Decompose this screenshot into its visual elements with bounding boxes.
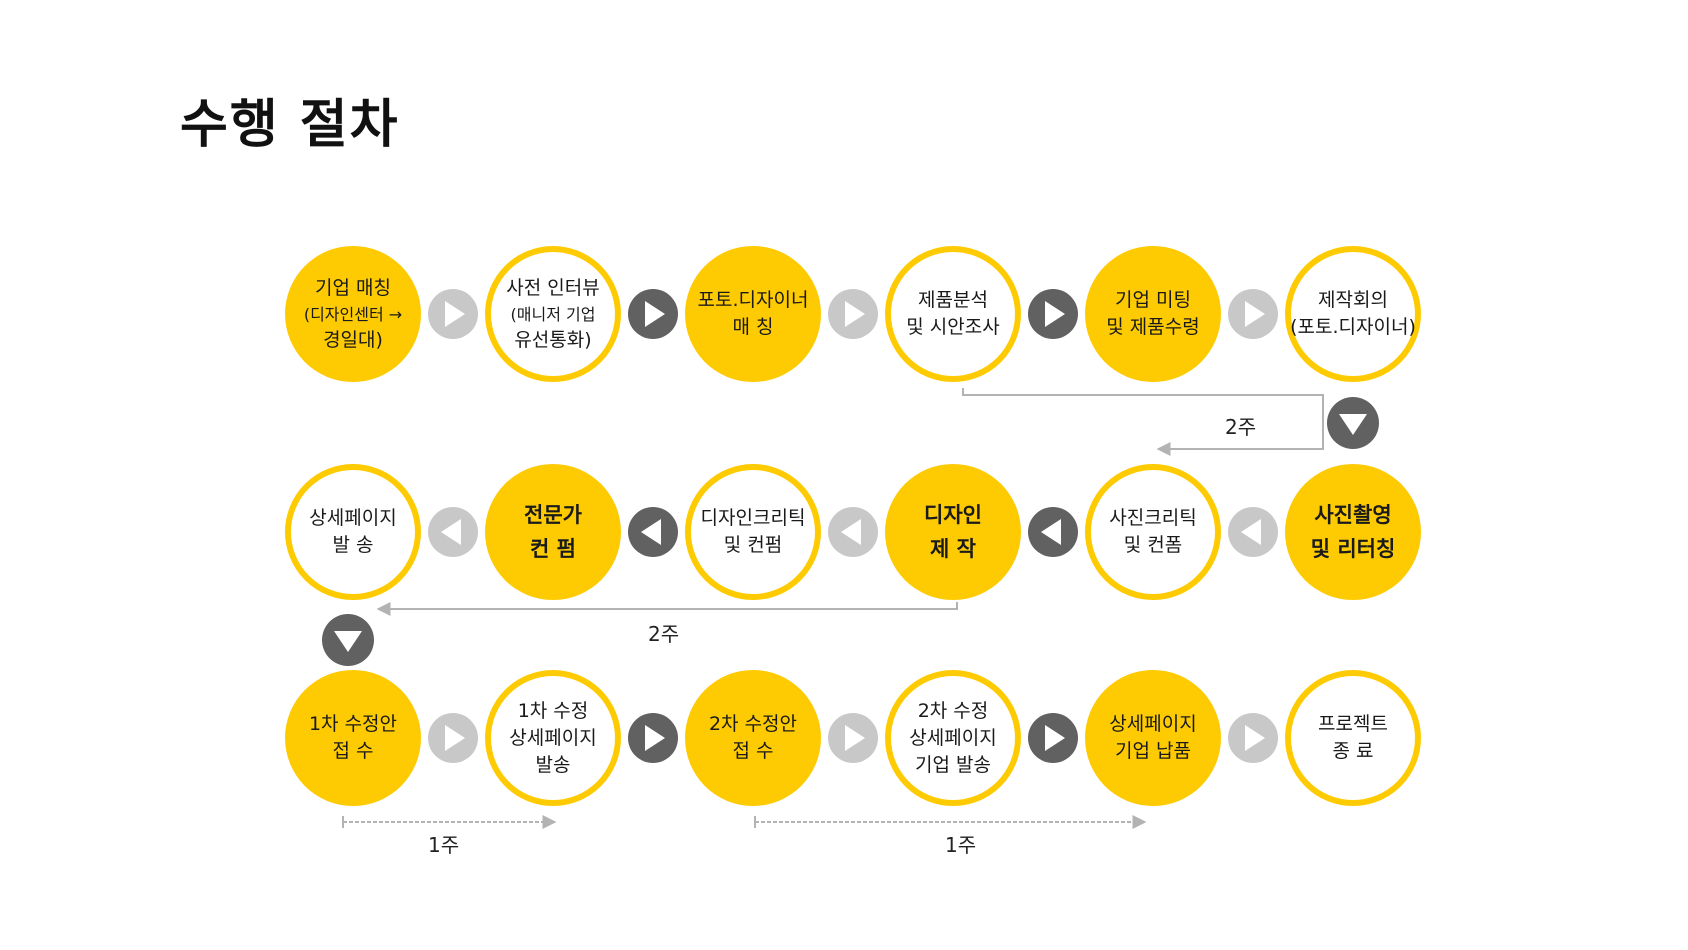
process-step-label: 포토.디자이너 <box>697 289 809 311</box>
process-step-label: 컨 펌 <box>530 537 576 561</box>
duration-label: 1주 <box>945 833 977 857</box>
process-step-label: 매 칭 <box>732 316 774 338</box>
process-step-label: 디자인 <box>924 503 982 527</box>
process-step-label: 사전 인터뷰 <box>506 276 600 299</box>
down-arrow-icon <box>1327 397 1379 449</box>
process-step-label: 상세페이지 <box>309 507 397 529</box>
process-step-label: 2차 수정 <box>917 699 989 722</box>
play-arrow-icon <box>828 713 878 763</box>
play-arrow-icon <box>828 289 878 339</box>
reverse-arrow-icon <box>1028 507 1078 557</box>
play-arrow-icon <box>428 713 478 763</box>
process-step-label: 사진크리틱 <box>1109 507 1197 529</box>
play-arrow-icon <box>628 289 678 339</box>
process-step-label: 발 송 <box>332 534 374 556</box>
play-arrow-icon <box>628 713 678 763</box>
process-step-label: 기업 발송 <box>915 753 991 776</box>
process-step-label: 상세페이지 <box>909 726 997 749</box>
down-arrow-icon <box>322 614 374 666</box>
duration-line-2weeks-middle <box>376 602 958 616</box>
process-step-label: 2차 수정안 <box>708 713 798 735</box>
reverse-arrow-icon <box>1228 507 1278 557</box>
duration-label: 2주 <box>1225 415 1257 439</box>
process-step-label: 접 수 <box>732 740 774 762</box>
process-step-label: (디자인센터 → <box>303 304 403 324</box>
reverse-arrow-icon <box>428 507 478 557</box>
process-step-label: 제품분석 <box>918 289 988 311</box>
play-arrow-icon <box>1028 289 1078 339</box>
process-step-label: 기업 납품 <box>1115 740 1191 762</box>
process-step-label: 및 컨폼 <box>1123 534 1183 556</box>
process-step-label: 경일대) <box>323 328 383 351</box>
process-step-label: 종 료 <box>1332 740 1374 762</box>
process-step-label: (매니저 기업 <box>510 304 596 324</box>
process-step-label: 상세페이지 <box>509 726 597 749</box>
process-step-label: 상세페이지 <box>1109 713 1197 735</box>
process-step: 제작회의 (포토.디자이너) <box>1285 246 1421 382</box>
duration-line-2weeks-top <box>962 388 1324 456</box>
process-step-label: 및 시안조사 <box>906 316 1000 338</box>
process-step-label: (포토.디자이너) <box>1290 316 1416 338</box>
process-step-label: 발송 <box>535 753 571 776</box>
reverse-arrow-icon <box>628 507 678 557</box>
process-step-label: 사진촬영 <box>1314 503 1392 527</box>
play-arrow-icon <box>1028 713 1078 763</box>
page-title: 수행 절차 <box>180 95 400 155</box>
process-step-label: 기업 미팅 <box>1115 289 1191 311</box>
duration-line-1week-left <box>342 815 557 829</box>
duration-label: 1주 <box>428 833 460 857</box>
process-step-label: 접 수 <box>332 740 374 762</box>
process-step-label: 프로젝트 <box>1318 713 1388 735</box>
process-step-label: 유선통화) <box>514 328 592 351</box>
play-arrow-icon <box>1228 713 1278 763</box>
process-step-label: 1차 수정 <box>517 699 589 722</box>
duration-line-1week-right <box>754 815 1147 829</box>
process-step-label: 디자인크리틱 <box>700 507 806 529</box>
duration-label: 2주 <box>648 622 680 646</box>
process-step-label: 및 제품수령 <box>1106 316 1200 338</box>
process-step-label: 기업 매칭 <box>315 276 391 299</box>
process-step-label: 제작회의 <box>1318 289 1388 311</box>
process-step: 기업 매칭 (디자인센터 → 경일대) <box>285 246 421 382</box>
process-step-label: 전문가 <box>524 503 582 527</box>
reverse-arrow-icon <box>828 507 878 557</box>
process-step-label: 및 컨펌 <box>723 534 783 556</box>
process-step-label: 제 작 <box>930 537 976 561</box>
play-arrow-icon <box>428 289 478 339</box>
process-step-label: 1차 수정안 <box>308 713 398 735</box>
process-step-label: 및 리터칭 <box>1310 537 1396 561</box>
play-arrow-icon <box>1228 289 1278 339</box>
